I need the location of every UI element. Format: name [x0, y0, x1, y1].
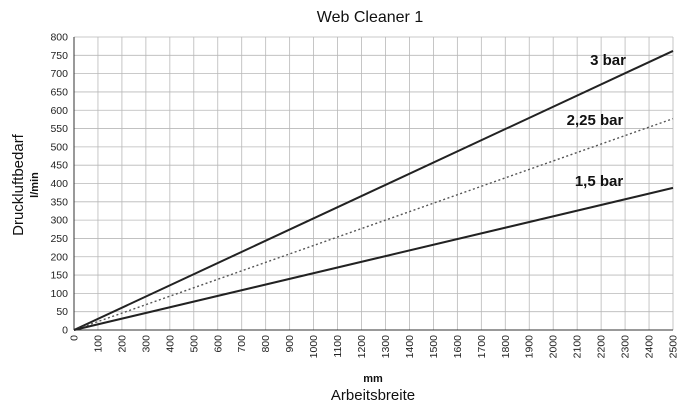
x-tick-label: 100 [92, 335, 104, 353]
y-axis-label: Druckluftbedarf [10, 133, 27, 236]
y-tick-label: 750 [50, 50, 68, 62]
y-tick-label: 50 [56, 306, 68, 318]
x-axis-unit: mm [363, 373, 383, 385]
x-tick-labels: 0 100 200 300 400 500 600 700 800 900 1000 1100 1200… [69, 335, 677, 359]
x-tick-label: 2100 [572, 335, 584, 359]
x-axis-label: Arbeitsbreite [331, 387, 415, 404]
y-tick-label: 300 [50, 215, 68, 227]
x-tick-label: 1700 [476, 335, 488, 359]
series-line [73, 186, 674, 331]
series-lines [73, 50, 674, 331]
y-tick-label: 650 [50, 86, 68, 98]
x-tick-label: 1600 [452, 335, 464, 359]
x-tick-label: 1200 [356, 335, 368, 359]
series-labels: 3 bar 2,25 bar 1,5 bar [567, 52, 626, 190]
x-tick-label: 1100 [332, 335, 344, 358]
x-tick-label: 500 [188, 335, 200, 353]
series-label: 1,5 bar [575, 173, 624, 190]
x-tick-label: 800 [260, 335, 272, 353]
x-tick-label: 2500 [668, 335, 677, 359]
x-tick-label: 400 [164, 335, 176, 353]
x-tick-label: 200 [116, 335, 128, 353]
y-tick-label: 250 [50, 233, 68, 245]
y-tick-label: 0 [62, 325, 68, 337]
y-tick-label: 100 [50, 288, 68, 300]
y-tick-label: 550 [50, 123, 68, 135]
y-tick-label: 150 [50, 270, 68, 282]
x-tick-label: 2000 [548, 335, 560, 359]
x-tick-label: 1400 [404, 335, 416, 359]
axes [73, 37, 673, 331]
x-tick-label: 1800 [500, 335, 512, 359]
x-tick-label: 0 [69, 335, 81, 341]
grid [73, 36, 674, 331]
y-tick-label: 800 [50, 32, 68, 44]
y-tick-label: 600 [50, 105, 68, 117]
x-tick-label: 2300 [620, 335, 632, 359]
y-tick-label: 700 [50, 68, 68, 80]
series-line [73, 118, 674, 331]
series-label: 3 bar [590, 52, 626, 69]
x-tick-label: 1300 [380, 335, 392, 359]
y-tick-label: 450 [50, 160, 68, 172]
x-tick-label: 2400 [644, 335, 656, 359]
x-tick-label: 600 [212, 335, 224, 353]
x-tick-label: 1000 [308, 335, 320, 359]
x-tick-label: 300 [140, 335, 152, 353]
x-tick-label: 2200 [596, 335, 608, 359]
chart-title: Web Cleaner 1 [317, 9, 424, 26]
y-axis-unit: l/min [29, 172, 41, 198]
x-tick-label: 1500 [428, 335, 440, 359]
y-tick-label: 350 [50, 196, 68, 208]
y-tick-label: 200 [50, 251, 68, 263]
x-tick-label: 900 [284, 335, 296, 353]
x-tick-label: 1900 [524, 335, 536, 359]
y-tick-labels: 0 50 100 150 200 250 300 350 400 450 500 550 600 650 7… [50, 32, 68, 337]
x-tick-label: 700 [236, 335, 248, 353]
y-tick-label: 400 [50, 178, 68, 190]
series-line [73, 50, 674, 331]
series-label: 2,25 bar [567, 112, 624, 129]
y-tick-label: 500 [50, 141, 68, 153]
